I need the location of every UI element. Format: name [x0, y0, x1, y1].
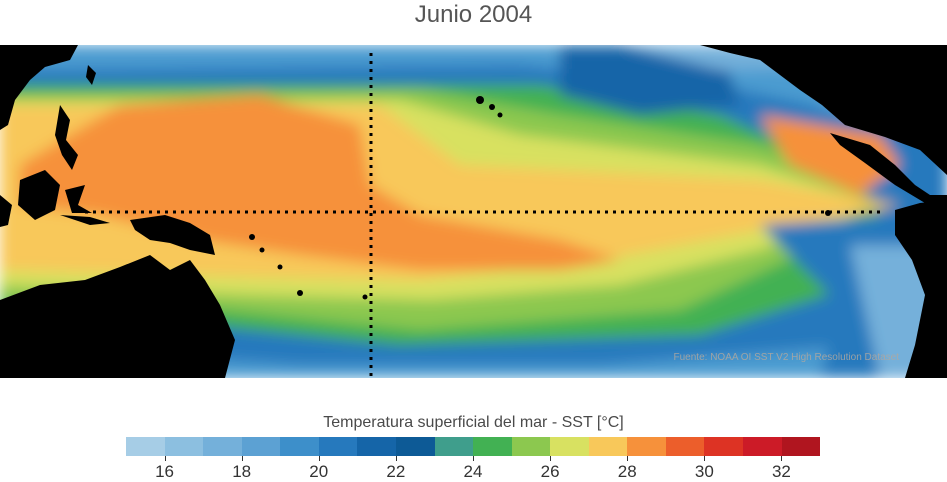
- colorbar-tick: [241, 456, 243, 461]
- colorbar-segment: [627, 437, 666, 456]
- colorbar-tick: [704, 456, 706, 461]
- colorbar-segment: [434, 437, 474, 456]
- islet: [259, 247, 265, 253]
- colorbar: [126, 437, 821, 456]
- landmass-south-america: [895, 200, 947, 378]
- colorbar-tick: [473, 456, 474, 461]
- source-note: Fuente: NOAA OI SST V2 High Resolution D…: [673, 352, 899, 363]
- colorbar-tick-label: 32: [771, 462, 791, 481]
- colorbar-segment: [743, 437, 782, 456]
- colorbar-segment: [203, 437, 242, 456]
- colorbar-tick-label: 28: [617, 462, 637, 481]
- colorbar-segment: [781, 437, 821, 456]
- land: [0, 45, 947, 378]
- colorbar-tick-label: 22: [386, 462, 406, 481]
- landmass-north-america: [700, 45, 947, 175]
- colorbar-segment: [511, 437, 551, 456]
- landmass-australia: [0, 255, 235, 378]
- colorbar-segment: [550, 437, 589, 456]
- colorbar-tick: [164, 456, 166, 461]
- colorbar-tick-label: 18: [232, 462, 252, 481]
- colorbar-tick-label: 24: [463, 462, 483, 481]
- colorbar-tick-label: 26: [540, 462, 560, 481]
- landmass-taiwan: [86, 65, 96, 85]
- islet: [489, 104, 495, 110]
- landmass-cuba: [860, 95, 920, 107]
- islet: [476, 96, 484, 104]
- islet: [249, 234, 255, 240]
- landmass-asia: [0, 45, 78, 130]
- colorbar-tick: [781, 456, 783, 461]
- colorbar-segment: [126, 437, 165, 456]
- colorbar-segment: [473, 437, 512, 456]
- colorbar-segment: [357, 437, 396, 456]
- colorbar-segment: [280, 437, 319, 456]
- colorbar-tick-label: 20: [309, 462, 329, 481]
- colorbar-segment: [318, 437, 358, 456]
- islet: [277, 264, 283, 270]
- colorbar-segment: [241, 437, 281, 456]
- map-title: Junio 2004: [414, 1, 533, 28]
- islet: [297, 290, 303, 296]
- colorbar-segment: [665, 437, 705, 456]
- islet: [497, 112, 503, 118]
- sst-map: [0, 45, 947, 378]
- landmass-philippines: [55, 105, 78, 170]
- landmass-java: [60, 215, 110, 225]
- warm-east: [760, 115, 900, 195]
- landmass-new-guinea: [130, 215, 215, 255]
- landmass-sulawesi: [65, 185, 92, 213]
- colorbar-tick: [395, 456, 397, 461]
- colorbar-tick: [318, 456, 320, 461]
- colorbar-segment: [588, 437, 628, 456]
- landmass-sumatra: [0, 195, 12, 227]
- colorbar-label: Temperatura superficial del mar - SST [°…: [323, 414, 624, 431]
- colorbar-ticks: 16 18 20 22 24 26 28 30 32: [126, 456, 820, 481]
- colorbar-segment: [164, 437, 204, 456]
- reference-lines: [85, 53, 880, 378]
- landmass-borneo: [18, 170, 60, 220]
- islet: [362, 294, 368, 300]
- colorbar-tick-label: 30: [694, 462, 714, 481]
- colorbar-segment: [395, 437, 435, 456]
- landmass-central-america: [830, 133, 947, 210]
- colorbar-segment: [704, 437, 743, 456]
- colorbar-tick-label: 16: [155, 462, 174, 481]
- landmass-hispaniola: [918, 110, 942, 119]
- colorbar-tick: [550, 456, 552, 461]
- colorbar-tick: [627, 456, 629, 461]
